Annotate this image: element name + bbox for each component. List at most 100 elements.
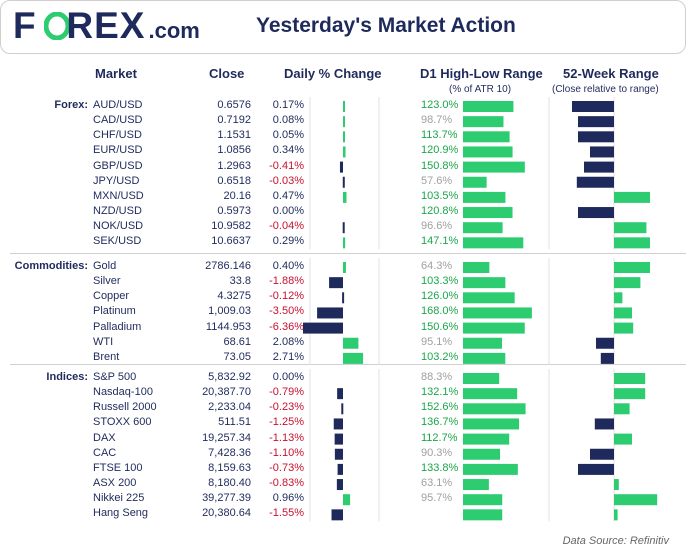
daily-change-value: -1.13% (269, 431, 304, 444)
daily-change-bar (339, 161, 343, 173)
week52-bar (600, 352, 614, 364)
col-header-range: D1 High-Low Range (420, 66, 543, 81)
close-value: 8,180.40 (208, 477, 251, 490)
close-value: 2,233.04 (208, 401, 251, 414)
range-value: 120.9% (421, 144, 459, 157)
week52-bar (614, 262, 650, 273)
daily-change-value: 0.96% (272, 492, 304, 505)
range-value: 103.5% (421, 189, 459, 202)
range-bar (463, 176, 487, 188)
close-value: 5,832.92 (208, 371, 251, 383)
range-value: 88.3% (421, 371, 453, 383)
range-value: 64.3% (421, 260, 453, 272)
market-name: ASX 200 (93, 477, 137, 490)
market-name: STOXX 600 (93, 416, 152, 429)
range-bar (463, 131, 510, 143)
daily-change-value: -0.83% (269, 477, 304, 490)
range-value: 152.6% (421, 401, 459, 414)
range-bar (463, 352, 506, 364)
range-bar (463, 237, 524, 249)
market-name: Silver (93, 275, 121, 288)
market-name: Gold (93, 260, 117, 272)
range-bar (463, 161, 525, 173)
week52-bar (572, 101, 614, 112)
daily-change-bar (333, 418, 343, 430)
col-subheader-range: (% of ATR 10) (449, 84, 512, 95)
range-value: 147.1% (421, 235, 459, 248)
range-bar (463, 101, 514, 112)
range-value: 136.7% (421, 416, 459, 429)
col-header-daily: Daily % Change (284, 66, 382, 81)
range-bar (463, 292, 515, 304)
section-label: Forex: (54, 99, 88, 111)
week52-bar (614, 191, 650, 203)
daily-change-bar (329, 277, 343, 289)
week52-bar (614, 403, 630, 415)
range-bar (463, 191, 506, 203)
col-header-close: Close (209, 66, 245, 81)
market-name: Hang Seng (93, 507, 149, 520)
week52-bar (614, 388, 646, 400)
week52-bar (614, 494, 658, 506)
daily-change-value: 2.08% (272, 335, 304, 348)
range-bar (463, 403, 526, 415)
market-name: CAC (93, 446, 117, 459)
week52-bar (584, 161, 614, 173)
daily-change-bar (343, 146, 346, 158)
daily-change-bar (336, 479, 343, 491)
range-bar (463, 337, 502, 349)
market-name: Russell 2000 (93, 401, 157, 414)
range-bar (463, 448, 501, 460)
market-name: JPY/USD (93, 174, 140, 187)
daily-change-bar (343, 262, 346, 273)
daily-change-bar (334, 433, 343, 445)
range-value: 95.7% (421, 492, 453, 505)
week52-bar (594, 418, 614, 430)
daily-change-value: 2.71% (272, 350, 304, 363)
market-name: WTI (93, 335, 114, 348)
range-bar (463, 373, 500, 384)
range-value: 132.1% (421, 386, 459, 399)
range-value: 98.7% (421, 114, 453, 127)
daily-change-value: -0.73% (269, 461, 304, 474)
daily-change-value: 0.29% (272, 235, 304, 248)
week52-bar (614, 373, 646, 384)
range-bar (463, 322, 525, 334)
daily-change-bar (334, 448, 343, 460)
col-header-market: Market (95, 66, 137, 81)
close-value: 68.61 (223, 335, 251, 348)
range-value: 126.0% (421, 290, 459, 303)
globe-logo-icon (44, 12, 70, 40)
daily-change-value: -1.10% (269, 446, 304, 459)
range-bar (463, 479, 489, 491)
range-value: 90.3% (421, 446, 453, 459)
daily-change-bar (331, 509, 343, 521)
close-value: 2786.146 (205, 260, 251, 272)
daily-change-bar (303, 322, 343, 334)
daily-change-value: -1.25% (269, 416, 304, 429)
range-bar (463, 388, 518, 400)
daily-change-bar (343, 494, 351, 506)
close-value: 0.6576 (217, 99, 251, 111)
daily-change-bar (343, 337, 359, 349)
range-value: 120.8% (421, 205, 459, 218)
market-name: Nikkei 225 (93, 492, 145, 505)
daily-change-value: 0.05% (272, 129, 304, 142)
range-value: 95.1% (421, 335, 453, 348)
range-value: 113.7% (421, 129, 458, 142)
week52-bar (614, 237, 650, 249)
daily-change-value: 0.17% (272, 99, 304, 111)
week52-bar (614, 322, 634, 334)
close-value: 0.7192 (217, 114, 251, 127)
week52-bar (614, 222, 647, 234)
close-value: 33.8 (229, 275, 251, 288)
close-value: 39,277.39 (202, 492, 251, 505)
range-bar (463, 222, 503, 234)
close-value: 19,257.34 (202, 431, 251, 444)
range-bar (463, 509, 503, 521)
range-bar (463, 277, 506, 289)
daily-change-value: 0.47% (272, 189, 304, 202)
market-name: EUR/USD (93, 144, 143, 157)
range-value: 168.0% (421, 305, 459, 318)
